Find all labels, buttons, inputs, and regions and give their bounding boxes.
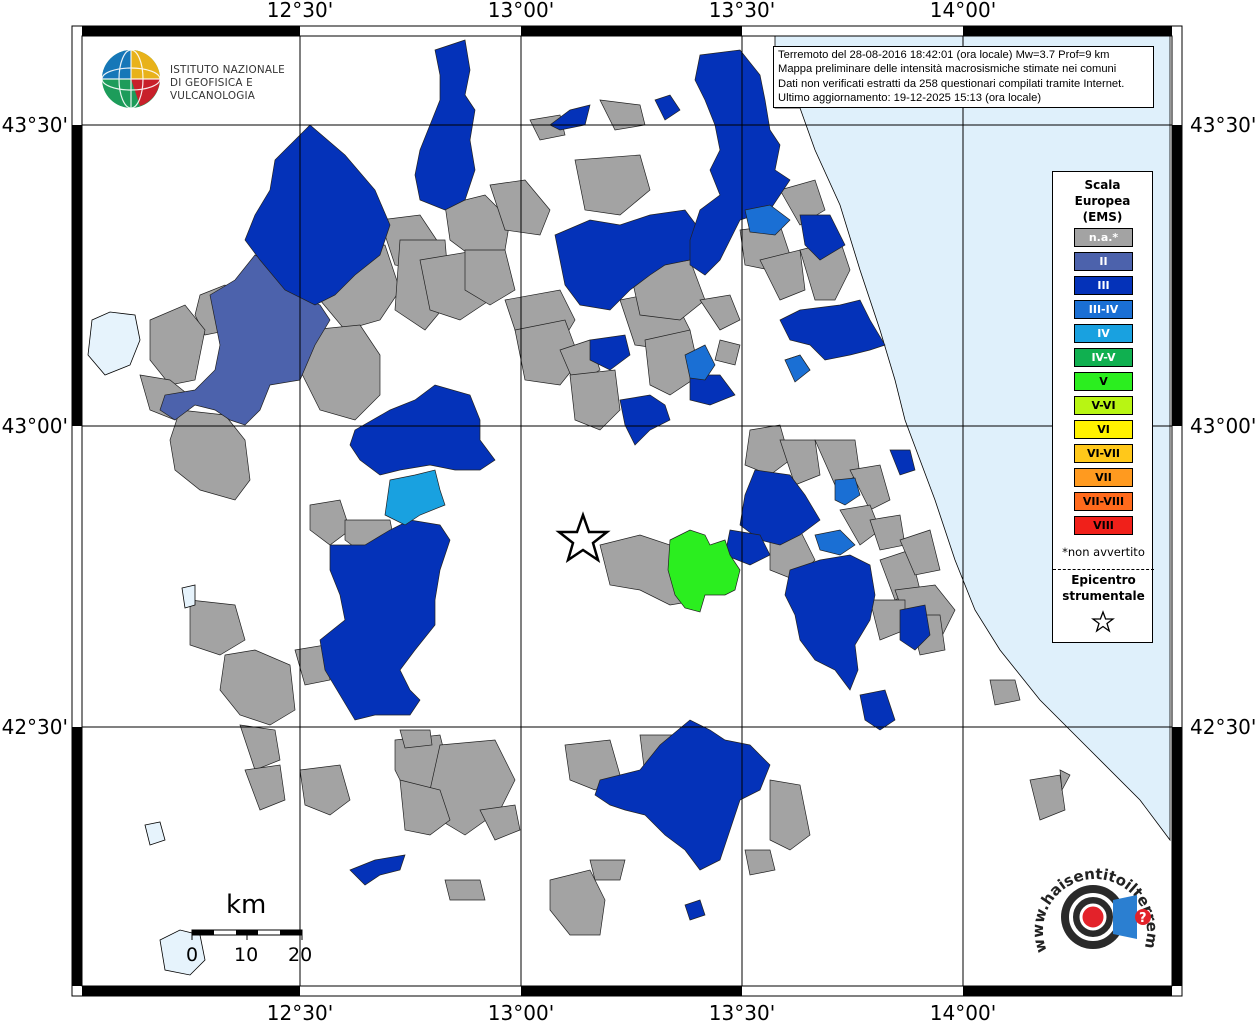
scale-label-0: 0 — [186, 944, 199, 966]
lake-small — [144, 821, 166, 846]
event-info-line-1: Terremoto del 28-08-2016 18:42:01 (ora l… — [778, 49, 1110, 61]
legend-title-3: (EMS) — [1082, 210, 1123, 224]
right-tick-3: 42°30' — [1190, 715, 1255, 739]
intensity-v-areas — [667, 529, 741, 613]
legend-title: Scala Europea (EMS) — [1053, 177, 1152, 225]
svg-text:?: ? — [1139, 911, 1147, 926]
scale-ruler — [191, 929, 303, 940]
event-info-line-2: Mappa preliminare delle intensità macros… — [778, 63, 1117, 76]
epicenter-star-icon — [555, 511, 611, 563]
legend-swatch: IV — [1074, 324, 1133, 343]
ingv-name: ISTITUTO NAZIONALE DI GEOFISICA E VULCAN… — [170, 64, 320, 103]
intensity-iii-iv-areas — [684, 204, 861, 556]
legend-swatch: VI — [1074, 420, 1133, 439]
event-info-line-4: Ultimo aggiornamento: 19-12-2025 15:13 (… — [778, 92, 1042, 105]
legend-title-1: Scala — [1084, 178, 1121, 192]
lake-tiny — [181, 584, 196, 609]
adriatic-sea — [690, 35, 1171, 842]
legend-swatch: II — [1074, 252, 1133, 271]
bottom-tick-4: 14°00' — [930, 1001, 996, 1024]
legend-na-note: *non avvertito — [1062, 545, 1145, 559]
lake-bolsena — [159, 929, 206, 976]
legend-epicenter-label: Epicentro strumentale — [1053, 572, 1154, 604]
scale-label-20: 20 — [288, 944, 313, 966]
legend-swatch: VII-VIII — [1074, 492, 1133, 511]
left-tick-3: 42°30' — [2, 715, 68, 739]
intensity-iv-areas — [384, 469, 446, 526]
scale-unit: km — [226, 890, 267, 920]
frame-checkers — [72, 26, 1182, 996]
ingv-line-1: ISTITUTO NAZIONALE — [170, 64, 285, 76]
bottom-tick-1: 12°30' — [267, 1001, 333, 1024]
legend-swatch: n.a.* — [1074, 228, 1133, 247]
legend-swatch: IV-V — [1074, 348, 1133, 367]
legend-swatch: VII — [1074, 468, 1133, 487]
legend-separator — [1053, 569, 1154, 570]
legend-swatch: VIII — [1074, 516, 1133, 535]
scale-label-10: 10 — [234, 944, 259, 966]
intensity-na-areas — [139, 99, 1071, 936]
right-tick-2: 43°00' — [1190, 414, 1255, 438]
legend-swatch: III — [1074, 276, 1133, 295]
right-tick-1: 43°30' — [1190, 113, 1255, 137]
haisentito-emblem-icon: www.haisentitoilterremoto.it ? — [1020, 841, 1162, 955]
bottom-tick-2: 13°00' — [488, 1001, 554, 1024]
top-tick-4: 14°00' — [930, 0, 996, 22]
left-tick-1: 43°30' — [2, 113, 68, 137]
legend-swatch: V-VI — [1074, 396, 1133, 415]
legend-title-2: Europea — [1074, 194, 1131, 208]
scale-bar: km 0 10 20 — [160, 890, 320, 970]
legend-swatch: V — [1074, 372, 1133, 391]
ingv-globe-icon — [101, 49, 161, 109]
bottom-tick-3: 13°30' — [709, 1001, 775, 1024]
event-info-line-3: Dati non verificati estratti da 258 ques… — [778, 77, 1125, 90]
left-tick-2: 43°00' — [2, 414, 68, 438]
top-tick-3: 13°30' — [709, 0, 775, 22]
graticule — [82, 36, 1172, 986]
legend-star-icon — [1091, 610, 1115, 633]
ingv-line-2: DI GEOFISICA E VULCANOLOGIA — [170, 77, 256, 102]
legend-epi-line-1: Epicentro — [1071, 573, 1136, 587]
legend-swatch: III-IV — [1074, 300, 1133, 319]
legend-epi-line-2: strumentale — [1062, 589, 1145, 603]
top-tick-1: 12°30' — [267, 0, 333, 22]
legend-swatch: VI-VII — [1074, 444, 1133, 463]
top-tick-2: 13°00' — [488, 0, 554, 22]
event-info-box: Terremoto del 28-08-2016 18:42:01 (ora l… — [773, 46, 1154, 108]
haisentito-logo: www.haisentitoilterremoto.it ? — [1020, 841, 1175, 985]
lake-trasimeno — [87, 311, 141, 376]
ems-legend: Scala Europea (EMS) n.a.* II III III-IV IV IV… — [1052, 171, 1154, 643]
ingv-logo: ISTITUTO NAZIONALE DI GEOFISICA E VULCAN… — [100, 48, 320, 110]
